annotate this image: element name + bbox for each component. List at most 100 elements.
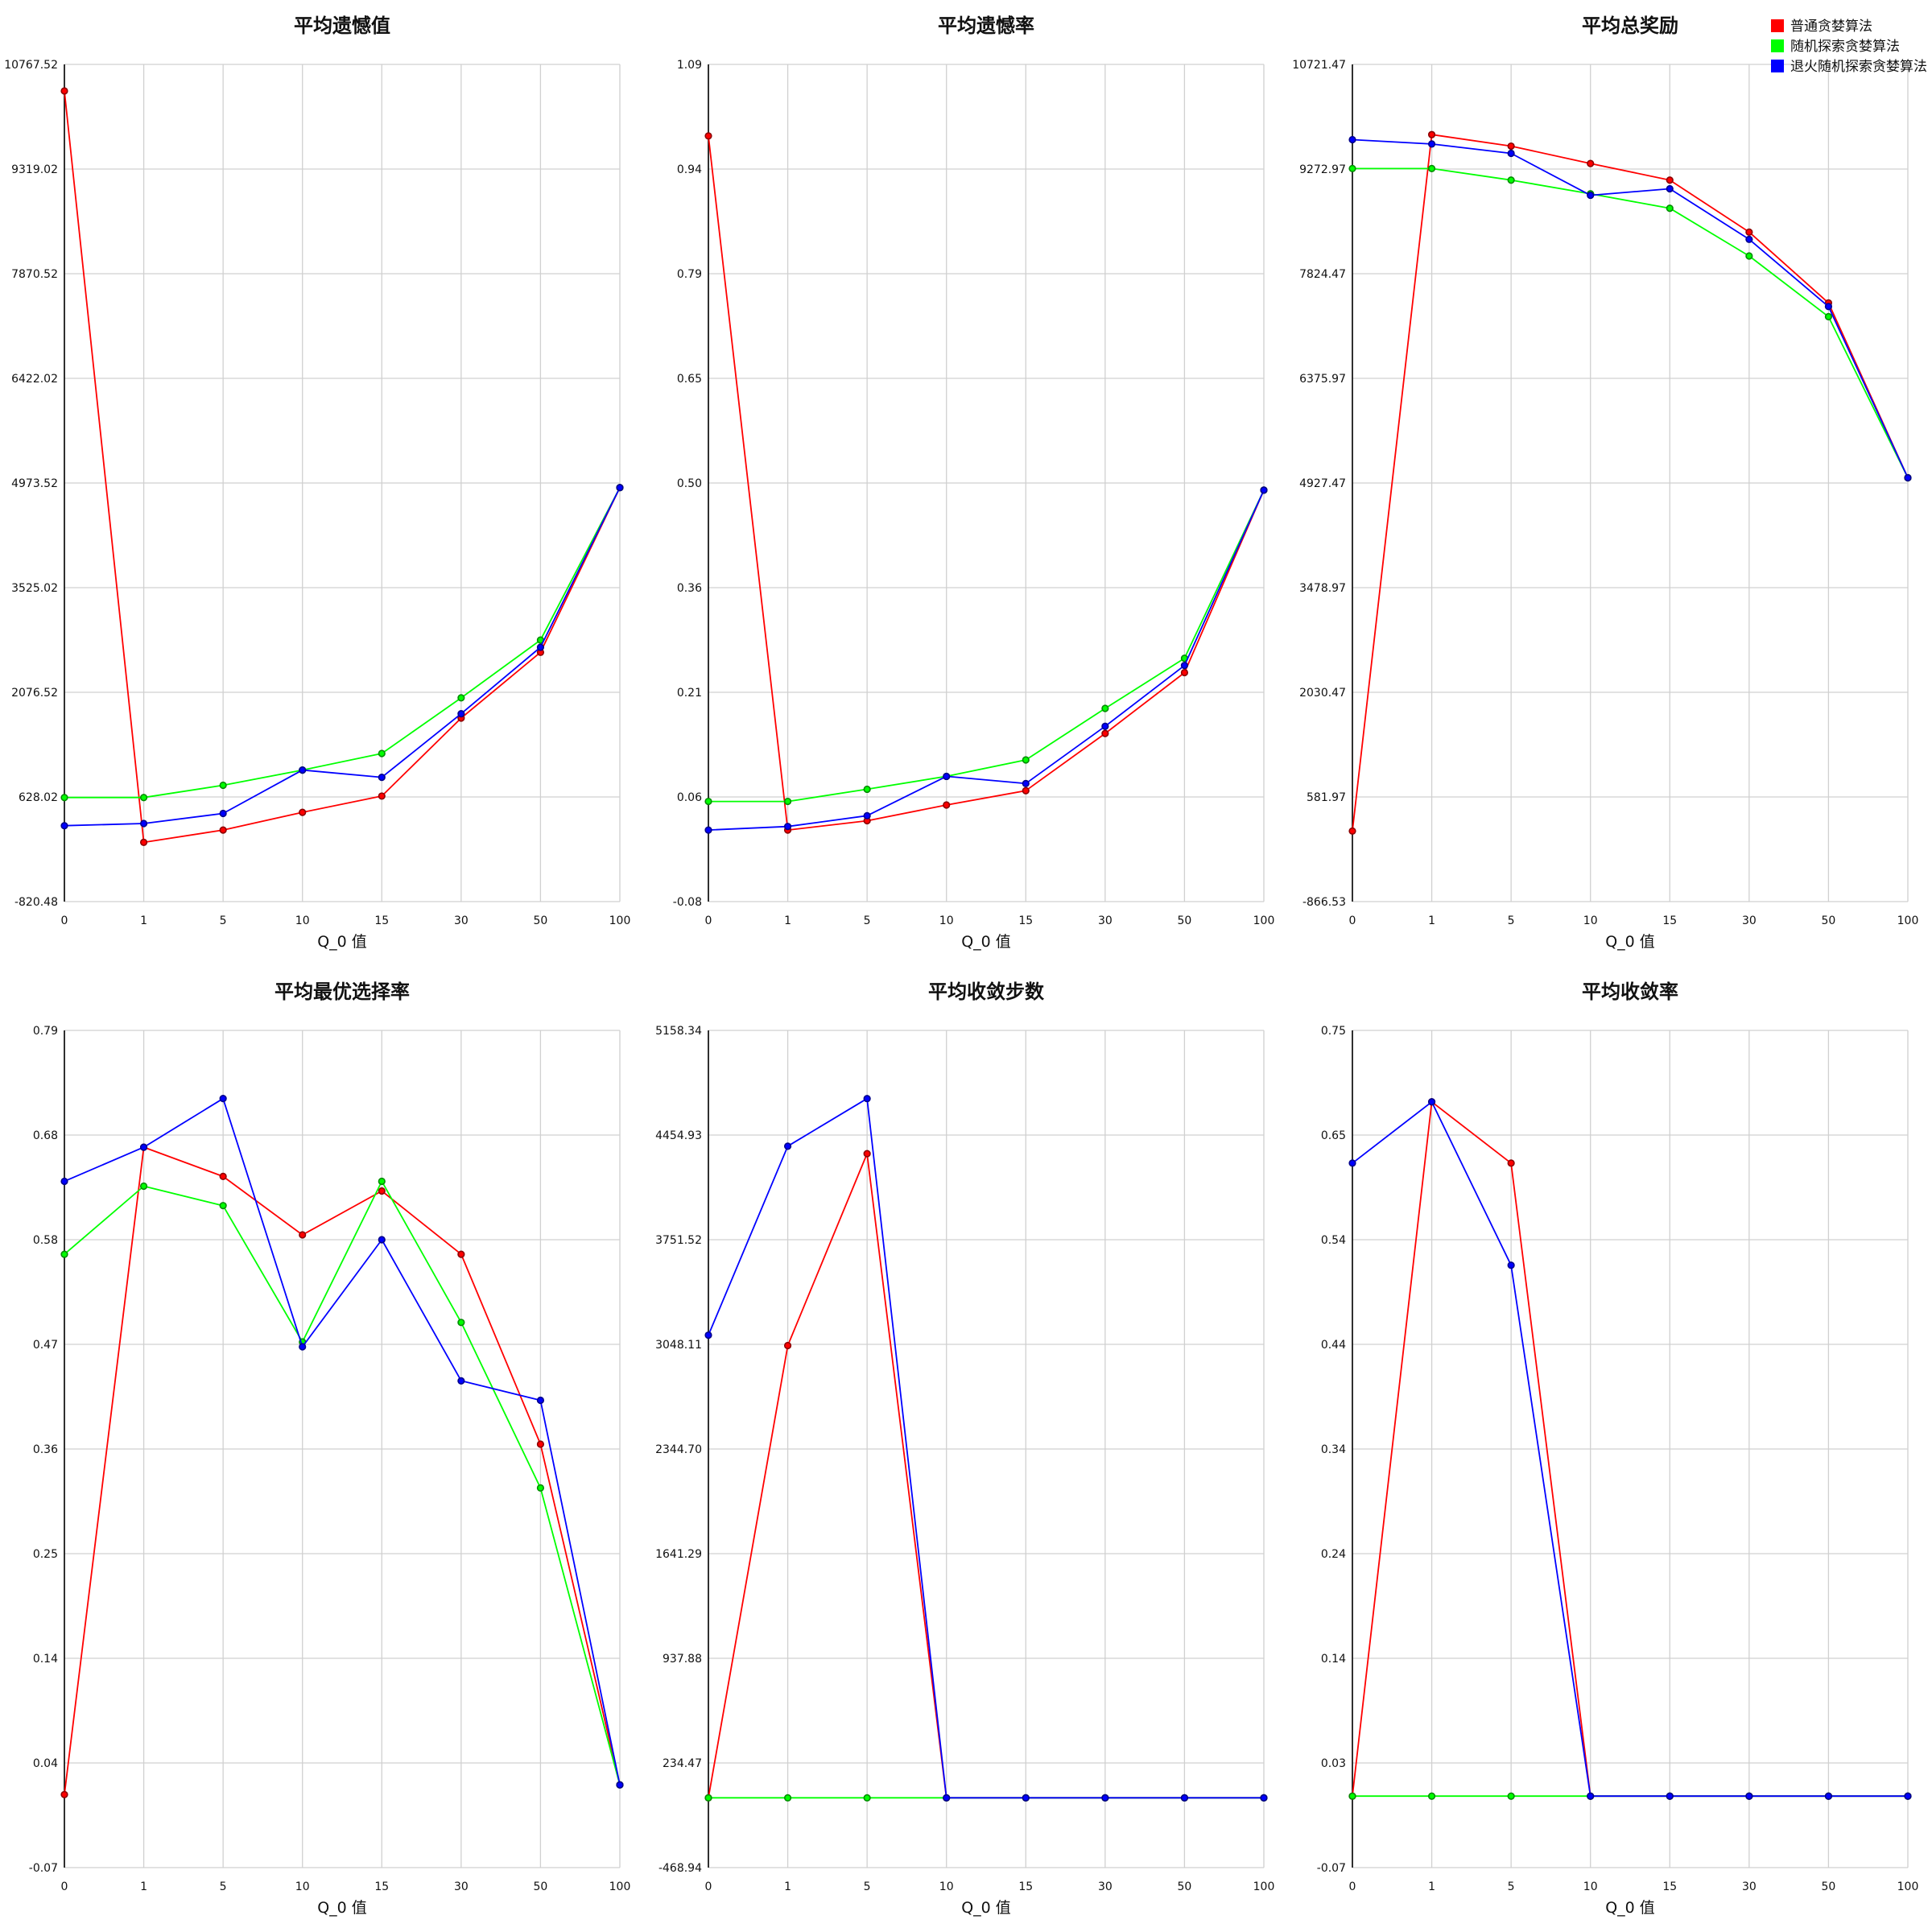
y-tick-label: 9272.97	[1299, 163, 1346, 176]
x-axis-label: Q_0 值	[961, 1899, 1011, 1917]
series-3	[1348, 1098, 1912, 1800]
series-1	[60, 1143, 624, 1798]
series-3	[60, 1095, 624, 1789]
data-point	[457, 1250, 465, 1258]
y-tick-label: 4454.93	[655, 1129, 702, 1142]
data-point	[1101, 729, 1109, 737]
data-point	[1101, 722, 1109, 730]
x-axis-label: Q_0 值	[1605, 1899, 1655, 1917]
x-tick-label: 50	[1178, 1880, 1192, 1893]
data-point	[536, 1396, 545, 1405]
y-tick-label: 0.24	[1321, 1548, 1346, 1561]
data-point	[219, 1172, 227, 1180]
x-axis-label: Q_0 值	[317, 933, 367, 951]
y-tick-label: 0.36	[677, 582, 702, 595]
legend-label: 退火随机探索贪婪算法	[1790, 59, 1927, 75]
data-point	[139, 1182, 148, 1191]
data-point	[457, 1377, 465, 1385]
y-tick-label: -468.94	[658, 1862, 702, 1875]
data-point	[1348, 827, 1356, 835]
data-point	[616, 484, 624, 492]
series-line	[1352, 134, 1909, 832]
x-tick-label: 100	[1253, 914, 1275, 927]
data-point	[1666, 176, 1674, 184]
y-tick-label: 0.58	[33, 1234, 58, 1247]
data-point	[1666, 184, 1674, 193]
data-point	[299, 1343, 307, 1351]
data-point	[60, 87, 68, 95]
data-point	[1904, 473, 1912, 482]
legend-swatch	[1771, 60, 1784, 72]
data-point	[616, 1781, 624, 1789]
data-point	[704, 797, 712, 806]
data-point	[1180, 662, 1189, 670]
y-tick-label: 0.36	[33, 1443, 58, 1456]
series-2	[60, 1177, 624, 1789]
data-point	[1587, 1792, 1595, 1800]
data-point	[943, 772, 951, 781]
y-tick-label: -0.08	[673, 896, 702, 909]
data-point	[1348, 164, 1356, 172]
data-point	[1022, 779, 1030, 787]
data-point	[378, 773, 386, 782]
series-2	[704, 486, 1268, 806]
y-tick-label: 3525.02	[11, 582, 58, 595]
series-line	[64, 1097, 621, 1785]
data-point	[1507, 149, 1515, 158]
x-tick-label: 5	[864, 1880, 871, 1893]
x-axis-label: Q_0 值	[961, 933, 1011, 951]
chart-panel-3: 平均总奖励 -866.53 581.97 2030.47 3478.97 4927.47 6…	[1292, 14, 1918, 951]
data-point	[783, 797, 792, 806]
panel-title: 平均总奖励	[1582, 14, 1678, 37]
panel-title: 平均收敛率	[1582, 980, 1678, 1003]
y-tick-label: 7870.52	[11, 268, 58, 281]
data-point	[943, 1794, 951, 1802]
chart-panel-4: 平均最优选择率 -0.07 0.04 0.14 0.25 0.36 0.47 0.58 0.68…	[29, 980, 631, 1917]
data-point	[1507, 1159, 1515, 1167]
y-tick-label: 2030.47	[1299, 687, 1346, 700]
data-point	[863, 785, 871, 794]
x-tick-label: 1	[140, 1880, 147, 1893]
data-point	[378, 1177, 386, 1186]
data-point	[139, 838, 148, 846]
x-tick-label: 1	[1428, 1880, 1435, 1893]
data-point	[536, 1484, 545, 1492]
y-tick-label: 0.75	[1321, 1025, 1346, 1038]
y-tick-label: -820.48	[14, 896, 58, 909]
series-line	[64, 1146, 621, 1795]
data-point	[1904, 1792, 1912, 1800]
data-point	[1507, 142, 1515, 151]
series-2	[1348, 164, 1912, 482]
data-point	[536, 643, 545, 651]
x-tick-label: 0	[705, 1880, 712, 1893]
legend-swatch	[1771, 19, 1784, 32]
y-tick-label: 0.50	[677, 477, 702, 490]
data-point	[299, 808, 307, 816]
x-tick-label: 5	[1508, 914, 1515, 927]
data-point	[60, 822, 68, 830]
y-tick-label: 0.44	[1321, 1339, 1346, 1352]
data-point	[536, 1440, 545, 1448]
data-point	[704, 1331, 712, 1340]
y-tick-label: 3751.52	[655, 1234, 702, 1247]
y-tick-label: 0.14	[33, 1653, 58, 1666]
x-tick-label: 15	[374, 1880, 389, 1893]
data-point	[1507, 1261, 1515, 1269]
panel-title: 平均遗憾值	[294, 14, 390, 37]
data-point	[863, 811, 871, 819]
x-tick-label: 10	[295, 914, 310, 927]
y-tick-label: 0.14	[1321, 1653, 1346, 1666]
data-point	[1260, 1794, 1268, 1802]
data-point	[1101, 704, 1109, 712]
series-line	[708, 1153, 1264, 1799]
series-line	[1352, 138, 1909, 478]
y-tick-label: 937.88	[663, 1653, 702, 1666]
x-axis-label: Q_0 值	[317, 1899, 367, 1917]
data-point	[1587, 159, 1595, 167]
x-tick-label: 50	[534, 914, 548, 927]
series-3	[60, 484, 624, 830]
y-tick-label: 0.65	[677, 373, 702, 386]
y-tick-label: -0.07	[1317, 1862, 1346, 1875]
data-point	[139, 794, 148, 802]
